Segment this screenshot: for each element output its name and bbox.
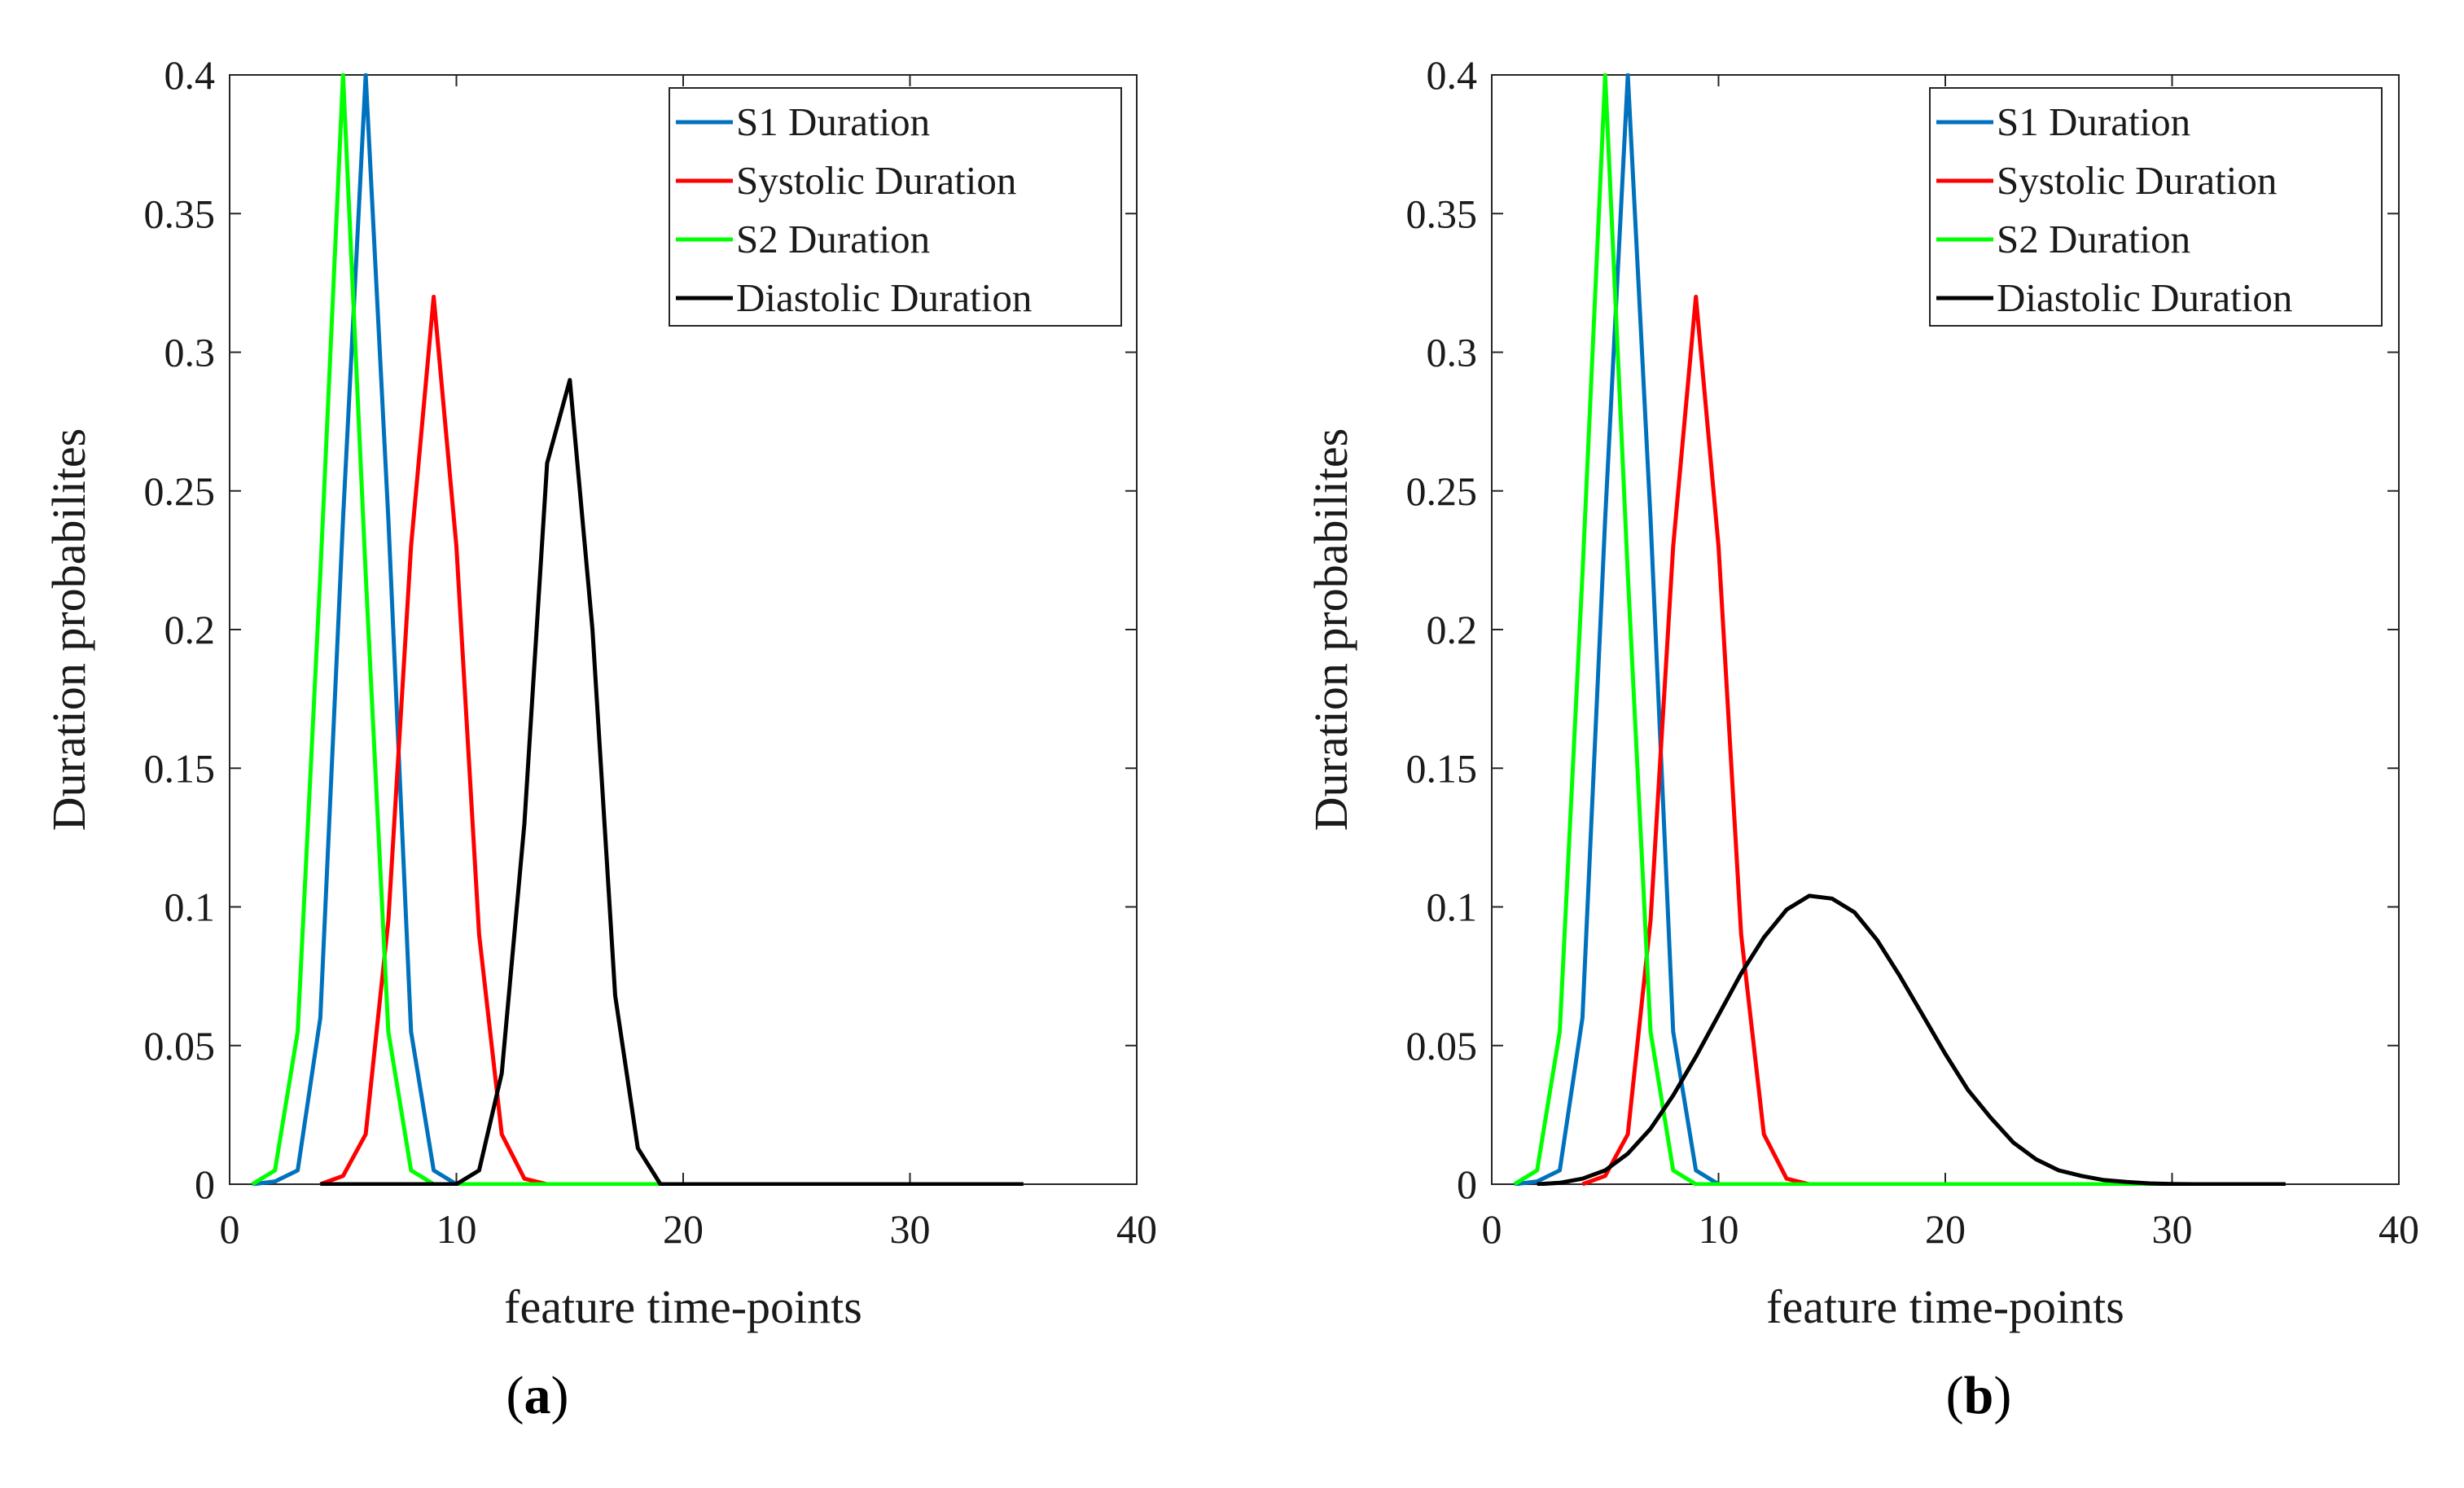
legend-label: Systolic Duration: [736, 158, 1016, 203]
panel-label: (a): [506, 1366, 569, 1425]
legend-label: S2 Duration: [736, 217, 930, 261]
x-axis-label: feature time-points: [504, 1280, 862, 1333]
x-axis-label: feature time-points: [1766, 1280, 2124, 1333]
panel-label-letter: b: [1964, 1366, 1994, 1425]
panel-label-close-paren: ): [1993, 1366, 2011, 1425]
y-tick-label: 0.15: [1406, 745, 1478, 791]
y-tick-label: 0.3: [164, 330, 216, 375]
y-tick-label: 0.3: [1427, 330, 1478, 375]
panel-label-open-paren: (: [1946, 1366, 1964, 1425]
panel-b-chart: 0 10 20 30 40 0 0.05 0.1 0.15 0.2 0.25 0.3 0.35 0.4 fe…: [1304, 52, 2419, 1425]
y-tick-label: 0.35: [144, 191, 216, 236]
series-line-s2-duration: [1513, 73, 2286, 1186]
y-tick-label: 0.1: [164, 884, 216, 930]
series-line-diastolic-duration: [320, 378, 1024, 1186]
panel-label-open-paren: (: [506, 1366, 524, 1425]
y-tick-label: 0.25: [144, 468, 216, 514]
y-axis-label: Duration probabilites: [1304, 428, 1357, 832]
x-tick-label: 10: [1699, 1206, 1739, 1252]
panel-label-letter: a: [524, 1366, 551, 1425]
series-line-diastolic-duration: [1537, 893, 2286, 1186]
panel-a-chart: 0 10 20 30 40 0 0.05 0.1 0.15 0.2 0.25 0.3 0.35 0.4 fe…: [42, 52, 1157, 1425]
series-line-systolic-duration: [319, 294, 1024, 1186]
legend-label: S1 Duration: [736, 99, 930, 144]
y-tick-label: 0.4: [164, 52, 216, 98]
y-tick-label: 0.15: [144, 745, 216, 791]
x-tick-label: 20: [1925, 1206, 1966, 1252]
legend-label: S2 Duration: [1997, 217, 2190, 261]
x-tick-label: 20: [663, 1206, 704, 1252]
y-tick-label: 0.4: [1427, 52, 1478, 98]
x-tick-label: 0: [220, 1206, 240, 1252]
y-tick-label: 0.1: [1427, 884, 1478, 930]
legend-box: [1929, 87, 2383, 327]
x-tick-label: 30: [890, 1206, 931, 1252]
y-tick-label: 0.25: [1406, 468, 1478, 514]
panel-label-close-paren: ): [551, 1366, 569, 1425]
legend-box: [669, 87, 1122, 327]
legend-label: Diastolic Duration: [736, 275, 1032, 320]
x-tick-label: 40: [2379, 1206, 2419, 1252]
panel-label: (b): [1946, 1366, 2012, 1425]
x-tick-label: 0: [1482, 1206, 1502, 1252]
y-tick-label: 0.2: [164, 607, 216, 652]
y-tick-label: 0.05: [144, 1023, 216, 1069]
x-tick-label: 10: [436, 1206, 477, 1252]
legend-label: Systolic Duration: [1997, 158, 2277, 203]
series-line-systolic-duration: [1581, 294, 2286, 1186]
y-tick-label: 0: [195, 1161, 215, 1207]
y-tick-label: 0.05: [1406, 1023, 1478, 1069]
legend-label: Diastolic Duration: [1997, 275, 2292, 320]
y-tick-label: 0: [1457, 1161, 1477, 1207]
x-tick-label: 40: [1116, 1206, 1157, 1252]
legend-label: S1 Duration: [1997, 99, 2190, 144]
y-axis-label: Duration probabilites: [42, 428, 95, 832]
x-tick-label: 30: [2152, 1206, 2193, 1252]
y-tick-label: 0.2: [1427, 607, 1478, 652]
y-tick-label: 0.35: [1406, 191, 1478, 236]
